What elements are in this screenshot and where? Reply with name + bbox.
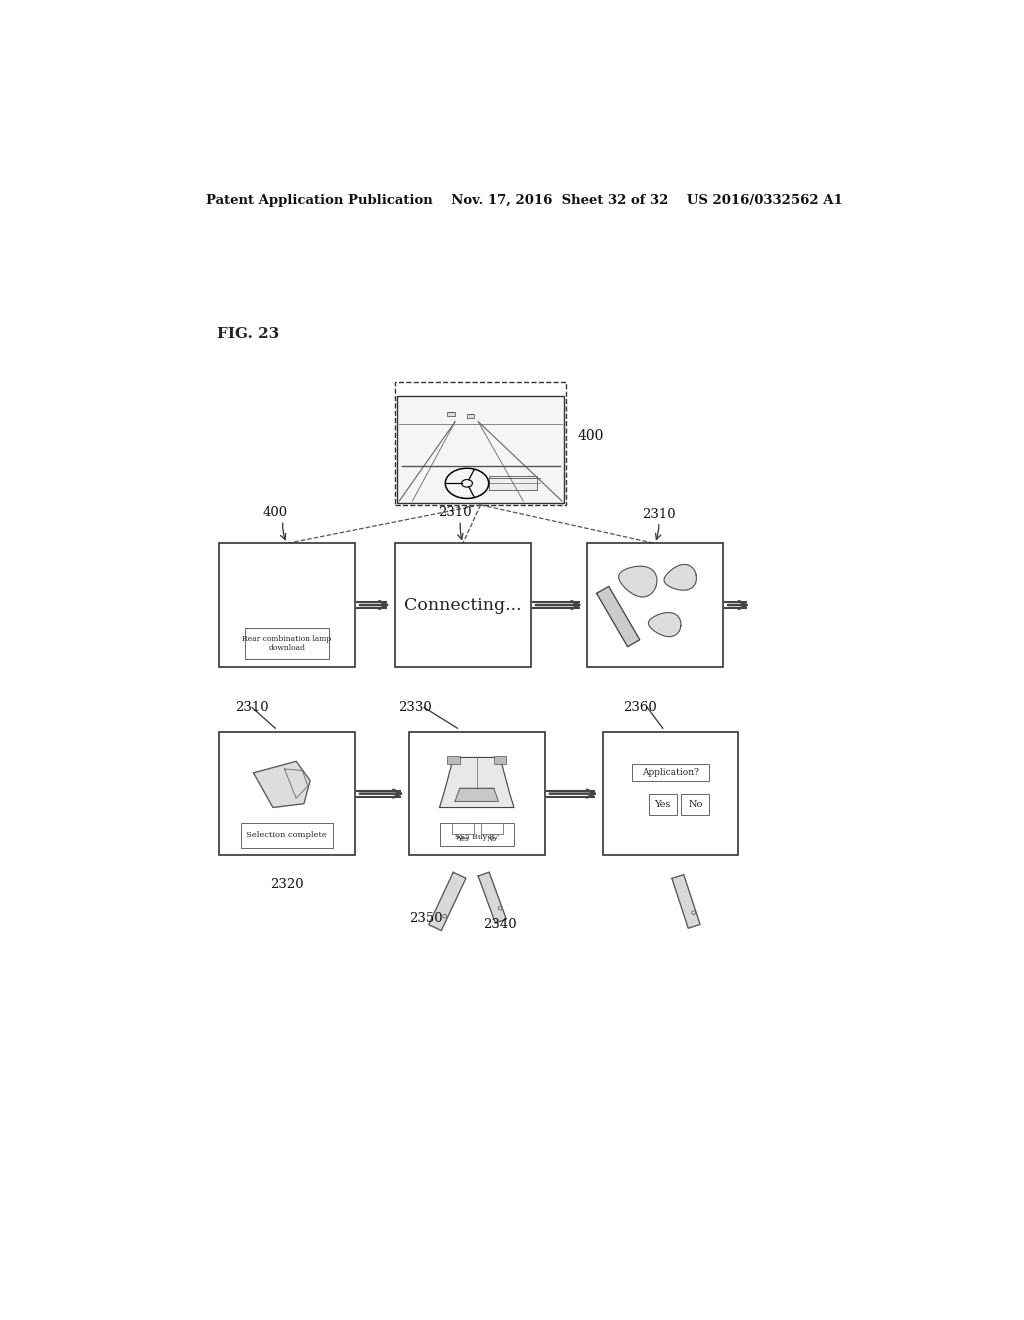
Text: Yes: Yes — [457, 836, 469, 843]
Text: FIG. 23: FIG. 23 — [217, 327, 280, 341]
Polygon shape — [665, 565, 696, 590]
Text: Yes: Yes — [654, 800, 671, 809]
Text: 2310: 2310 — [438, 506, 472, 519]
Polygon shape — [672, 875, 700, 928]
Bar — [481, 822, 503, 834]
Bar — [409, 733, 545, 855]
Bar — [452, 822, 474, 834]
Text: No: No — [487, 836, 498, 843]
Text: 2360: 2360 — [623, 701, 656, 714]
Bar — [241, 822, 333, 847]
Bar — [395, 544, 530, 667]
Text: 2340: 2340 — [483, 917, 517, 931]
Text: Application?: Application? — [642, 768, 699, 777]
Text: 400: 400 — [578, 429, 604, 442]
Bar — [489, 475, 537, 490]
Bar — [494, 756, 506, 763]
Bar — [219, 733, 354, 855]
Text: 2320: 2320 — [270, 878, 304, 891]
Text: 2350: 2350 — [410, 912, 443, 925]
Text: $S5 Buy it?: $S5 Buy it? — [455, 833, 499, 841]
Text: Rear combination lamp
download: Rear combination lamp download — [243, 635, 332, 652]
Polygon shape — [648, 612, 681, 636]
Bar — [681, 793, 710, 816]
Bar — [447, 756, 460, 763]
Polygon shape — [439, 758, 514, 808]
Bar — [447, 412, 455, 416]
Polygon shape — [618, 566, 657, 597]
Bar — [245, 628, 329, 659]
Bar — [395, 381, 566, 506]
Text: Selection complete: Selection complete — [247, 832, 328, 840]
Text: Patent Application Publication    Nov. 17, 2016  Sheet 32 of 32    US 2016/03325: Patent Application Publication Nov. 17, … — [207, 194, 843, 207]
Text: 400: 400 — [263, 506, 288, 519]
Polygon shape — [429, 873, 466, 931]
Bar — [440, 822, 514, 846]
Text: 2310: 2310 — [236, 701, 269, 714]
Text: Connecting...: Connecting... — [404, 597, 521, 614]
Bar — [467, 413, 474, 417]
Polygon shape — [478, 873, 506, 923]
Bar — [587, 544, 723, 667]
Polygon shape — [254, 762, 310, 808]
Text: 2310: 2310 — [642, 508, 676, 520]
Bar — [397, 396, 564, 503]
Text: No: No — [688, 800, 702, 809]
Bar — [219, 544, 354, 667]
Bar — [603, 733, 738, 855]
Bar — [632, 764, 710, 781]
Text: 2330: 2330 — [398, 701, 432, 714]
Bar — [649, 793, 677, 816]
Polygon shape — [455, 788, 499, 801]
Polygon shape — [597, 586, 640, 647]
